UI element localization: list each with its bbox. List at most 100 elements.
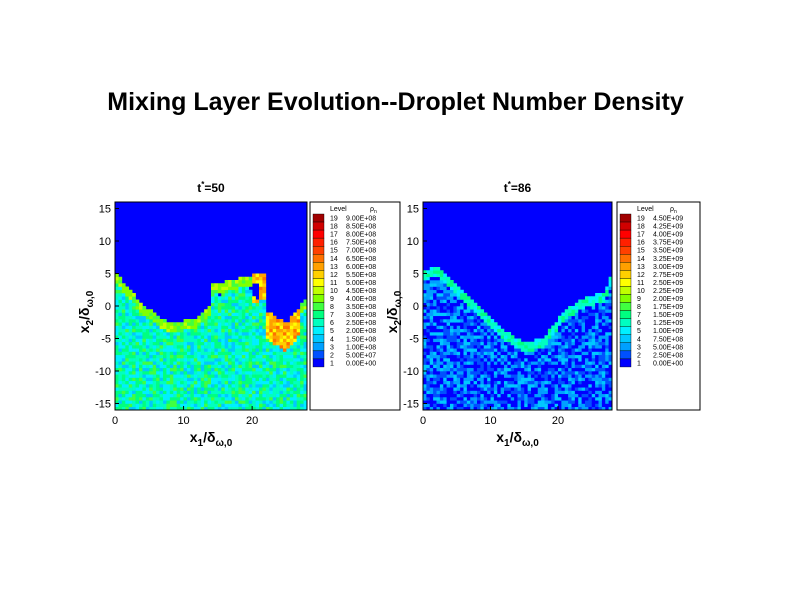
heatmap-cell — [446, 332, 451, 336]
heatmap-cell — [193, 364, 198, 369]
heatmap-cell — [487, 361, 491, 365]
heatmap-cell — [429, 276, 434, 281]
x-axis-label-delta: /δ — [510, 429, 522, 445]
heatmap-cell — [558, 319, 562, 323]
heatmap-cell — [450, 393, 454, 398]
heatmap-cell — [537, 367, 542, 372]
heatmap-cell — [286, 322, 291, 326]
heatmap-cell — [255, 306, 260, 310]
heatmap-cell — [289, 315, 294, 320]
heatmap-cell — [551, 387, 555, 391]
heatmap-cell — [283, 358, 287, 362]
heatmap-cell — [211, 403, 215, 408]
heatmap-cell — [193, 351, 198, 356]
heatmap-cell — [149, 397, 154, 401]
heatmap-cell — [121, 403, 126, 408]
heatmap-cell — [436, 270, 441, 274]
heatmap-cell — [156, 348, 160, 352]
heatmap-cell — [163, 384, 167, 388]
heatmap-cell — [493, 348, 498, 352]
heatmap-cell — [211, 319, 215, 323]
heatmap-cell — [279, 338, 284, 343]
heatmap-cell — [135, 387, 140, 391]
heatmap-cell — [279, 361, 284, 365]
heatmap-cell — [483, 367, 488, 372]
heatmap-cell — [591, 374, 596, 378]
heatmap-cell — [238, 325, 243, 330]
heatmap-cell — [228, 319, 232, 323]
heatmap-cell — [245, 276, 250, 281]
heatmap-field — [115, 273, 308, 411]
heatmap-cell — [238, 345, 243, 349]
heatmap-cell — [541, 361, 545, 365]
legend-value-label: 4.00E+08 — [346, 296, 376, 303]
heatmap-cell — [283, 367, 287, 372]
heatmap-cell — [293, 322, 298, 326]
heatmap-cell — [214, 351, 219, 356]
heatmap-cell — [272, 358, 277, 362]
heatmap-cell — [214, 364, 219, 369]
heatmap-cell — [118, 322, 123, 326]
heatmap-cell — [504, 400, 508, 404]
heatmap-cell — [568, 319, 572, 323]
heatmap-cell — [443, 384, 447, 388]
heatmap-cell — [554, 328, 559, 333]
heatmap-cell — [433, 406, 437, 411]
heatmap-cell — [125, 315, 130, 320]
heatmap-cell — [255, 380, 260, 385]
heatmap-cell — [159, 374, 164, 378]
heatmap-cell — [235, 315, 239, 320]
heatmap-cell — [221, 380, 226, 385]
heatmap-cell — [453, 289, 458, 294]
heatmap-cell — [132, 397, 136, 401]
heatmap-cell — [163, 341, 167, 346]
heatmap-cell — [286, 380, 291, 385]
legend-value-label: 3.00E+08 — [346, 312, 376, 319]
heatmap-cell — [197, 374, 202, 378]
heatmap-cell — [585, 367, 589, 372]
heatmap-cell — [265, 403, 270, 408]
heatmap-cell — [524, 348, 528, 352]
heatmap-cell — [524, 390, 528, 395]
heatmap-cell — [591, 354, 596, 359]
heatmap-cell — [303, 397, 308, 401]
heatmap-cell — [514, 384, 518, 388]
heatmap-cell — [574, 348, 579, 352]
heatmap-cell — [180, 390, 184, 395]
heatmap-cell — [238, 390, 243, 395]
heatmap-cell — [255, 397, 260, 401]
heatmap-cell — [446, 348, 451, 352]
heatmap-cell — [245, 348, 250, 352]
heatmap-cell — [135, 361, 140, 365]
heatmap-cell — [121, 322, 126, 326]
heatmap-cell — [238, 361, 243, 365]
heatmap-cell — [238, 393, 243, 398]
heatmap-cell — [591, 345, 596, 349]
legend-level-label: 6 — [637, 320, 641, 327]
heatmap-cell — [453, 322, 458, 326]
heatmap-cell — [517, 364, 522, 369]
heatmap-cell — [248, 341, 253, 346]
heatmap-cell — [453, 351, 458, 356]
heatmap-cell — [272, 406, 277, 411]
heatmap-cell — [173, 325, 178, 330]
heatmap-cell — [585, 338, 589, 343]
heatmap-cell — [193, 332, 198, 336]
heatmap-cell — [207, 312, 212, 317]
heatmap-cell — [279, 374, 284, 378]
heatmap-cell — [245, 289, 250, 294]
heatmap-cell — [470, 377, 474, 382]
heatmap-cell — [190, 390, 195, 395]
heatmap-cell — [214, 390, 219, 395]
heatmap-cell — [507, 351, 512, 356]
heatmap-cell — [190, 384, 195, 388]
heatmap-cell — [453, 335, 458, 339]
heatmap-cell — [286, 354, 291, 359]
heatmap-cell — [598, 299, 603, 304]
heatmap-cell — [262, 403, 267, 408]
heatmap-cell — [601, 380, 606, 385]
heatmap-cell — [568, 403, 572, 408]
heatmap-cell — [152, 338, 157, 343]
heatmap-cell — [235, 380, 239, 385]
heatmap-cell — [135, 341, 140, 346]
